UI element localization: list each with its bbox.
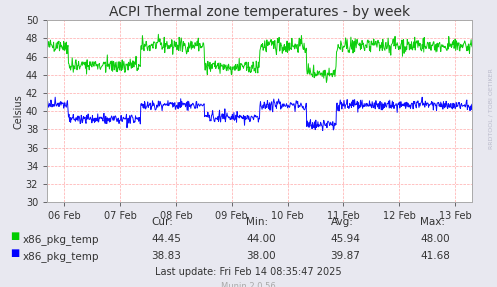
Text: Min:: Min: [246,217,268,227]
Text: 45.94: 45.94 [331,234,360,244]
Text: Cur:: Cur: [152,217,173,227]
Text: Max:: Max: [420,217,445,227]
Text: 44.45: 44.45 [152,234,181,244]
Text: Munin 2.0.56: Munin 2.0.56 [221,282,276,287]
Text: Last update: Fri Feb 14 08:35:47 2025: Last update: Fri Feb 14 08:35:47 2025 [155,267,342,278]
Text: 38.00: 38.00 [246,251,276,261]
Text: 39.87: 39.87 [331,251,360,261]
Text: ■: ■ [10,248,19,258]
Y-axis label: Celsius: Celsius [13,94,23,129]
Text: 38.83: 38.83 [152,251,181,261]
Title: ACPI Thermal zone temperatures - by week: ACPI Thermal zone temperatures - by week [109,5,410,19]
Text: x86_pkg_temp: x86_pkg_temp [22,234,99,245]
Text: RRDTOOL / TOBI OETIKER: RRDTOOL / TOBI OETIKER [488,69,493,150]
Text: ■: ■ [10,231,19,241]
Text: 41.68: 41.68 [420,251,450,261]
Text: 44.00: 44.00 [246,234,276,244]
Text: x86_pkg_temp: x86_pkg_temp [22,251,99,262]
Text: 48.00: 48.00 [420,234,450,244]
Text: Avg:: Avg: [331,217,353,227]
